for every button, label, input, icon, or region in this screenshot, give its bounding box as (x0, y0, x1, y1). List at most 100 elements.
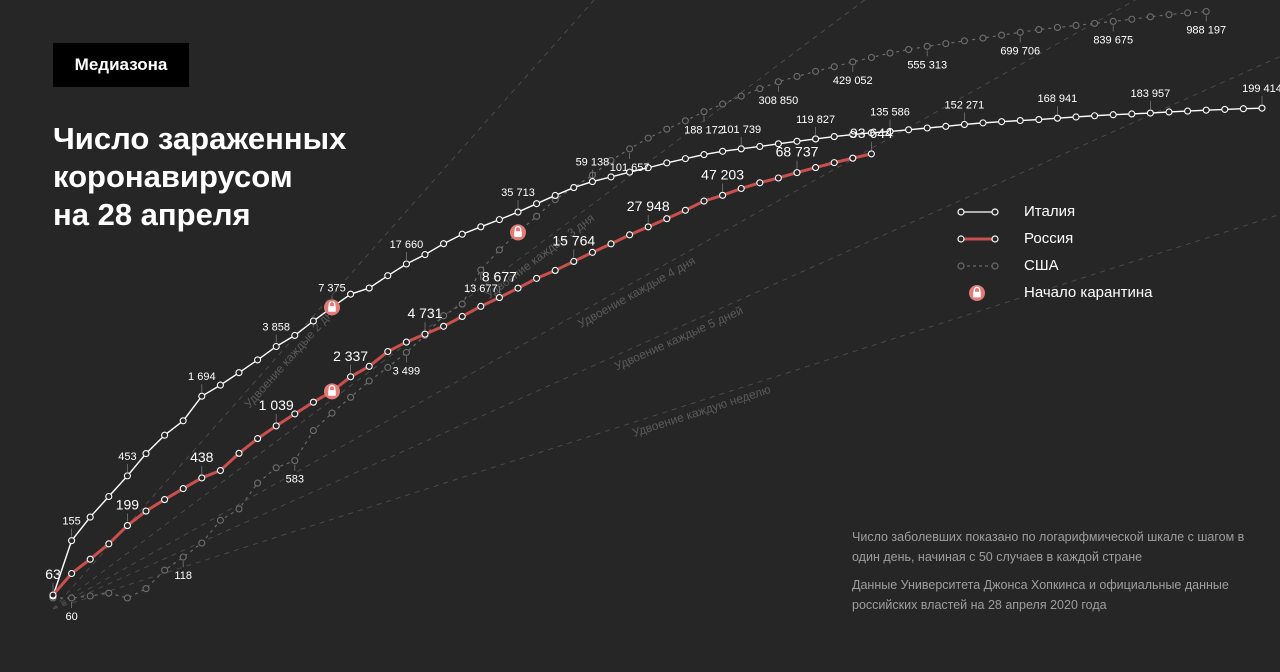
data-label-italy: 1 694 (188, 371, 216, 383)
data-point (626, 168, 634, 176)
data-point (421, 330, 429, 338)
data-point (756, 179, 764, 187)
data-point (793, 169, 801, 177)
data-point (179, 485, 187, 493)
data-label-italy: 59 138 (576, 157, 610, 169)
data-point (49, 591, 57, 599)
data-point (1109, 17, 1117, 25)
data-point (1165, 11, 1173, 19)
data-point (365, 377, 373, 385)
data-point (384, 347, 392, 356)
data-point (179, 553, 187, 561)
data-point (495, 216, 503, 224)
data-label-russia: 47 203 (701, 166, 744, 182)
data-point (1128, 110, 1136, 118)
data-point (1016, 28, 1024, 36)
data-point (1202, 106, 1210, 114)
data-point (681, 117, 689, 125)
data-point (607, 240, 615, 248)
data-point (123, 522, 131, 530)
data-point (644, 164, 652, 172)
lock-icon-shackle (514, 226, 522, 232)
data-point (626, 231, 634, 239)
data-point (626, 145, 634, 153)
data-point (886, 49, 894, 57)
data-point (719, 147, 727, 155)
data-point (86, 513, 94, 521)
data-point (998, 118, 1006, 126)
data-point (458, 312, 466, 321)
lock-icon-body (328, 306, 336, 312)
data-point (309, 427, 317, 435)
data-point (347, 373, 355, 381)
guide-line (52, 56, 1280, 610)
data-point (365, 362, 373, 370)
data-point (607, 173, 615, 181)
legend-swatch-italy (957, 208, 999, 216)
data-point (514, 284, 522, 292)
data-label-russia: 68 737 (776, 144, 819, 160)
data-point (440, 240, 448, 248)
data-point (68, 569, 76, 578)
data-point (1165, 108, 1173, 116)
data-point (1109, 111, 1117, 119)
data-point (216, 516, 224, 524)
data-point (272, 422, 280, 430)
data-point (570, 257, 578, 265)
data-label-russia: 2 337 (333, 348, 368, 364)
data-point (402, 260, 410, 268)
data-point (123, 594, 131, 602)
data-label-usa: 3 499 (393, 365, 421, 377)
data-point (216, 466, 224, 475)
guide-line (52, 0, 1137, 610)
data-point (942, 40, 950, 48)
data-point (142, 585, 150, 593)
data-point (812, 164, 820, 172)
data-point (756, 85, 764, 93)
guide-line (52, 213, 1280, 610)
data-point (886, 127, 894, 136)
data-point (979, 34, 987, 42)
data-point (105, 589, 113, 597)
data-point (198, 474, 206, 482)
data-point (1053, 23, 1061, 32)
data-label-italy: 119 827 (796, 114, 835, 126)
data-label-russia: 15 764 (552, 232, 595, 248)
data-label-italy: 7 375 (318, 282, 346, 294)
data-point (291, 457, 299, 465)
series-line-usa (53, 10, 1207, 599)
data-label-italy: 101 739 (721, 124, 761, 136)
data-point (86, 592, 94, 600)
data-label-russia: 8 677 (482, 269, 517, 285)
data-point (458, 300, 466, 308)
guide-label: Удвоение каждую неделю (631, 382, 773, 440)
data-point (272, 342, 280, 351)
data-point (198, 539, 206, 547)
data-label-usa: 699 706 (1000, 45, 1040, 57)
data-point (960, 120, 968, 129)
data-point (440, 322, 448, 330)
data-label-usa: 555 313 (907, 59, 947, 71)
data-point (123, 472, 131, 480)
data-point (737, 145, 745, 153)
legend-label: Россия (1024, 230, 1074, 247)
data-point (681, 155, 689, 163)
data-point (849, 154, 857, 162)
data-point (533, 200, 541, 208)
data-point (216, 381, 224, 389)
data-point (142, 450, 150, 458)
data-label-italy: 155 (62, 516, 80, 528)
data-point (477, 302, 485, 310)
series-usa (49, 7, 1210, 602)
data-point (477, 266, 485, 274)
data-point (161, 496, 169, 504)
data-point (551, 191, 559, 199)
data-point (1035, 116, 1043, 124)
data-point (681, 206, 689, 214)
data-point (812, 67, 820, 75)
lockdown-marker-usa (510, 224, 526, 241)
data-label-usa: 60 (65, 611, 77, 623)
data-point (514, 208, 522, 216)
data-point (1128, 15, 1136, 23)
